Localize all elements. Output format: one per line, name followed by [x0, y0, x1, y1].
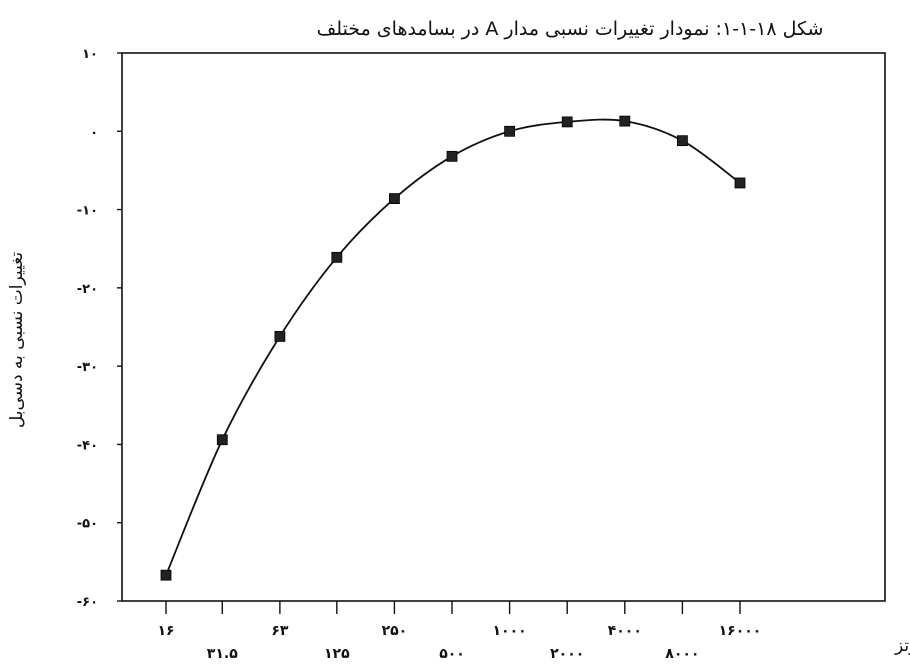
data-point [446, 150, 458, 162]
data-point [504, 125, 516, 137]
x-tick-label: ۱۰۰۰ [493, 623, 527, 639]
x-tick-label: ۲۵۰ [382, 623, 408, 639]
x-axis-label: بسامد به هرتز [894, 636, 910, 656]
data-point [389, 193, 400, 205]
y-tick-label: ۱۰ [82, 47, 98, 62]
series-line [165, 118, 741, 576]
data-point [677, 135, 688, 147]
y-tick-label: -۵۰ [77, 517, 98, 532]
x-tick-label: ۵۰۰ [439, 646, 465, 662]
plot-frame [121, 52, 886, 602]
y-tick-label: -۳۰ [77, 360, 98, 375]
x-tick-label: ۱۲۵ [324, 646, 350, 662]
data-point [160, 569, 172, 581]
axis-ticks: ۱۰ ۰ -۱۰ -۲۰ -۳۰ -۴۰ -۵۰ -۶۰ ۱۶ ۳۱.۵ ۶۳ ۱۲۵ ۲۵۰ ۵۰۰ ۱۰… [77, 47, 762, 662]
x-tick-label: ۲۰۰۰ [550, 646, 584, 662]
x-tick-label: ۶۳ [271, 623, 289, 639]
data-point [619, 115, 631, 127]
y-tick-label: -۴۰ [77, 438, 98, 453]
y-axis-label: تغییرات نسبی به دسی‌بل [7, 252, 27, 428]
data-point [216, 434, 228, 446]
data-point [274, 330, 286, 342]
y-tick-label: ۰ [90, 125, 98, 140]
y-tick-label: -۲۰ [77, 282, 98, 297]
x-tick-label: ۸۰۰۰ [665, 646, 699, 662]
y-tick-label: -۶۰ [77, 595, 98, 610]
chart-title: شکل ۱۸-۱-۱: نمودار تغییرات نسبی مدار A د… [317, 18, 824, 40]
data-point [561, 116, 573, 128]
y-tick-label: -۱۰ [77, 204, 98, 219]
x-tick-label: ۴۰۰۰ [608, 623, 642, 639]
data-point [331, 251, 343, 263]
series-markers [160, 115, 746, 581]
x-tick-label: ۱۶۰۰۰ [719, 623, 762, 639]
x-tick-label: ۱۶ [157, 623, 174, 639]
x-tick-label: ۳۱.۵ [207, 646, 238, 662]
data-point [734, 177, 746, 189]
